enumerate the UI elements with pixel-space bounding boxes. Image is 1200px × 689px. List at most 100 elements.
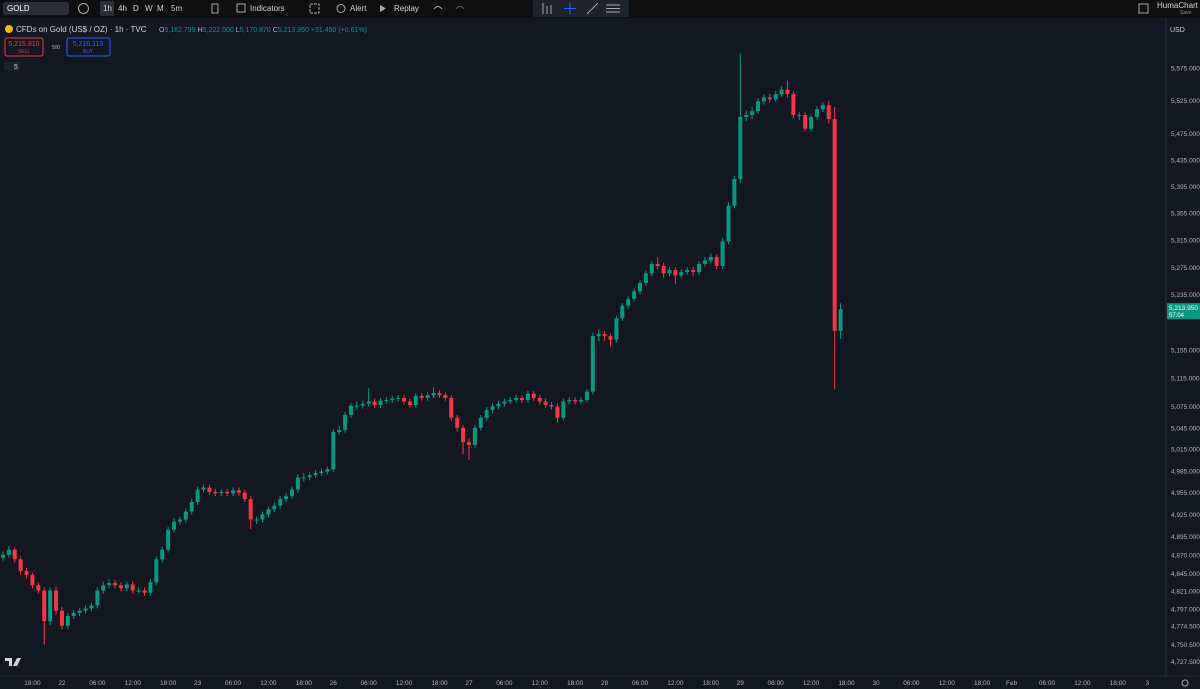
toolbar-icons	[211, 0, 1149, 17]
buy-price[interactable]: 5,216.110	[73, 41, 104, 48]
buy-button[interactable]	[66, 37, 111, 57]
alert-button[interactable]: Alert	[350, 4, 367, 13]
settings-icon[interactable]	[1181, 679, 1189, 687]
candle-body	[531, 393, 536, 398]
y-tick-label: 5,155.000	[1171, 348, 1200, 355]
candle-body	[431, 392, 436, 396]
fib-icon[interactable]	[606, 4, 620, 13]
candle-body	[584, 391, 589, 401]
x-tick-label: 12:00	[803, 680, 820, 687]
y-tick-label: 5,275.000	[1171, 265, 1200, 272]
tv-logo	[5, 658, 21, 666]
candle-body	[172, 521, 177, 530]
candle-body	[472, 427, 477, 445]
chart: CFDs on Gold (US$ / OZ) · 1h · TVC O5,18…	[0, 18, 1200, 689]
candle-body	[673, 270, 678, 276]
interval[interactable]: 5m	[171, 4, 183, 13]
x-tick-label: 06:00	[89, 680, 106, 687]
y-tick-label: 4,895.000	[1171, 534, 1200, 541]
interval[interactable]: 1h	[103, 4, 112, 13]
y-tick-label: 5,525.000	[1171, 98, 1200, 105]
indicator-count[interactable]: 5	[14, 64, 18, 71]
y-tick-label: 4,797.000	[1171, 607, 1200, 614]
candle-body	[18, 559, 23, 572]
candle-type-icon[interactable]	[211, 3, 219, 14]
candle-body	[490, 406, 495, 410]
indicators-icon[interactable]	[236, 3, 246, 13]
candle-body	[331, 432, 336, 470]
toolbar: GOLD 1h 4h D W M 5m Indicators Alert Rep…	[0, 0, 1200, 18]
candle-body	[177, 519, 182, 522]
undo-icon[interactable]	[433, 6, 443, 10]
tool-icon[interactable]	[542, 3, 552, 14]
candle-body	[443, 395, 448, 398]
x-tick-label: 3	[1145, 680, 1149, 687]
y-tick-label: 5,315.000	[1171, 238, 1200, 245]
y-tick-label: 5,045.000	[1171, 425, 1200, 432]
candle-body	[638, 283, 643, 292]
candle-body	[278, 499, 283, 506]
candle-body	[366, 401, 371, 404]
crosshair-icon[interactable]	[564, 3, 576, 14]
layout-icon[interactable]	[309, 3, 320, 14]
candle-body	[154, 559, 159, 583]
replay-button[interactable]: Replay	[394, 4, 419, 13]
interval[interactable]: D	[133, 4, 139, 13]
candle-body	[378, 400, 383, 406]
candle-body	[508, 400, 513, 402]
candle-body	[313, 472, 318, 476]
x-tick-label: 12:00	[260, 680, 277, 687]
candle-body	[838, 309, 843, 331]
x-tick-label: 06:00	[768, 680, 785, 687]
candle-body	[183, 511, 188, 520]
interval[interactable]: M	[157, 4, 164, 13]
candle-body	[89, 605, 94, 609]
trendline-icon[interactable]	[586, 2, 599, 15]
y-tick-label: 4,845.000	[1171, 571, 1200, 578]
account[interactable]: HumaChart	[1157, 1, 1198, 10]
x-tick-label: 26	[330, 680, 338, 687]
candle-body	[242, 492, 247, 500]
currency[interactable]: USD	[1170, 27, 1185, 34]
redo-icon[interactable]	[455, 6, 465, 10]
add-symbol[interactable]	[78, 3, 89, 14]
ohlc-value: 5,222.500	[203, 27, 234, 34]
y-tick-label: 4,870.000	[1171, 552, 1200, 559]
candle-body	[543, 401, 548, 406]
x-tick-label: 06:00	[496, 680, 513, 687]
sell-button[interactable]	[4, 37, 44, 57]
symbol-box[interactable]	[3, 2, 69, 15]
indicators-button[interactable]: Indicators	[250, 4, 285, 13]
sell-price[interactable]: 5,215.810	[8, 41, 39, 48]
interval[interactable]: 4h	[118, 4, 127, 13]
candle-body	[396, 397, 401, 399]
buy-label[interactable]: BUY	[83, 49, 94, 55]
candle-body	[466, 442, 471, 445]
candle-body	[24, 571, 29, 575]
symbol[interactable]: GOLD	[7, 4, 30, 13]
y-tick-label: 4,750.500	[1171, 642, 1200, 649]
candle-body	[732, 179, 737, 206]
candle-body	[354, 405, 359, 407]
alert-icon[interactable]	[336, 4, 346, 13]
candle-body	[425, 395, 430, 398]
x-tick-label: 18:00	[974, 680, 991, 687]
y-tick-label: 4,774.500	[1171, 624, 1200, 631]
legend-title: CFDs on Gold (US$ / OZ) · 1h · TVC	[16, 25, 147, 34]
candle-body	[248, 499, 253, 520]
candle-body	[437, 392, 442, 396]
candle-body	[295, 477, 300, 490]
candle-body	[702, 260, 707, 264]
candle-body	[83, 608, 88, 611]
interval[interactable]: W	[145, 4, 153, 13]
candle-body	[773, 94, 778, 100]
layout-toggle[interactable]	[1138, 3, 1149, 14]
replay-icon[interactable]	[380, 5, 386, 12]
sell-label[interactable]: SELL	[18, 49, 30, 55]
x-tick-label: 18:00	[703, 680, 720, 687]
candle-body	[71, 612, 76, 616]
candle-body	[697, 263, 701, 273]
indicator-toggle[interactable]	[4, 62, 20, 71]
x-tick-label: 30	[872, 680, 880, 687]
save[interactable]: Save	[1180, 10, 1192, 16]
